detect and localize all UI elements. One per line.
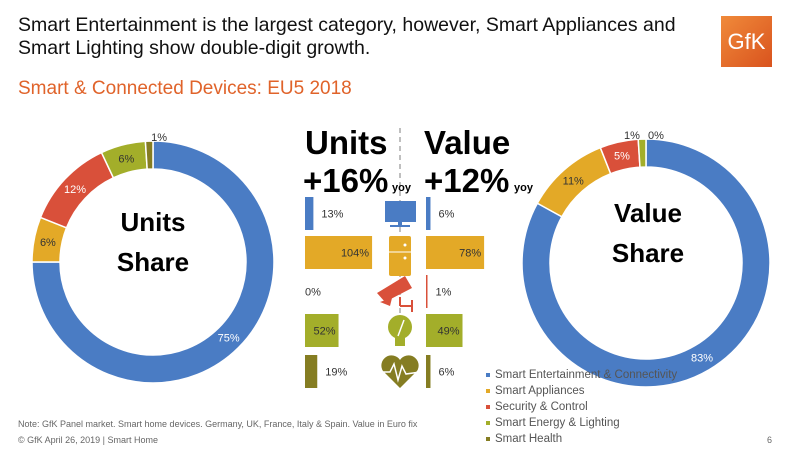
units-share-line1: Units (120, 207, 186, 237)
growth-bar (305, 197, 314, 230)
legend-label: Smart Entertainment & Connectivity (495, 369, 678, 381)
growth-bar-label: 104% (341, 248, 369, 260)
value-share-line1: Value (614, 198, 682, 228)
subtitle: Smart & Connected Devices: EU5 2018 (18, 78, 352, 99)
legend-item: Security & Control (486, 399, 677, 415)
footnote: Note: GfK Panel market. Smart home devic… (18, 419, 418, 429)
light-bulb-icon (388, 315, 412, 346)
growth-bar-label: 13% (321, 209, 343, 221)
value-yoy: yoy (514, 182, 533, 194)
value-share-line2: Share (611, 238, 685, 268)
legend-label: Smart Energy & Lighting (495, 417, 620, 429)
value-share-title: Value Share (588, 193, 708, 273)
growth-bar-label: 19% (325, 367, 347, 379)
fridge-icon (389, 236, 411, 276)
growth-bar (426, 275, 428, 308)
growth-bar (426, 314, 463, 347)
page-number: 6 (767, 435, 773, 445)
legend-swatch (486, 421, 490, 425)
donut-segment-label: 11% (563, 175, 584, 187)
legend-item: Smart Health (486, 431, 677, 447)
legend-label: Smart Health (495, 433, 563, 445)
legend-label: Security & Control (495, 401, 588, 413)
donut-segment-label: 6% (40, 237, 56, 249)
heart-pulse-icon (380, 355, 421, 388)
growth-bar-label: 49% (437, 326, 459, 338)
growth-bar (426, 197, 431, 230)
growth-bar (426, 355, 431, 388)
security-camera-icon (377, 276, 413, 312)
units-share-title: Units Share (93, 202, 213, 282)
donut-segment-label: 12% (64, 184, 86, 196)
growth-bar-label: 6% (438, 209, 454, 221)
legend-swatch (486, 437, 490, 441)
donut-segment-label: 75% (218, 333, 240, 345)
value-title: Value (424, 124, 511, 161)
units-share-line2: Share (116, 247, 190, 277)
legend-swatch (486, 405, 490, 409)
legend-item: Smart Entertainment & Connectivity (486, 367, 677, 383)
donut-segment-label: 83% (691, 353, 713, 365)
growth-bar-label: 52% (314, 326, 336, 338)
growth-bar (305, 314, 339, 347)
units-yoy: yoy (392, 182, 411, 194)
legend-item: Smart Appliances (486, 383, 677, 399)
legend: Smart Entertainment & Connectivity Smart… (486, 367, 677, 447)
growth-bar-label: 78% (459, 248, 481, 260)
value-growth: +12% (424, 162, 510, 199)
headline: Smart Entertainment is the largest categ… (18, 14, 676, 59)
donut-segment-label: 6% (118, 153, 134, 165)
donut-segment (637, 138, 647, 168)
units-title: Units (305, 124, 388, 161)
gfk-logo: GfK (721, 16, 772, 67)
legend-label: Smart Appliances (495, 385, 585, 397)
donut-segment-label: 5% (614, 151, 630, 163)
growth-bar-label: 6% (438, 367, 454, 379)
units-growth: +16% (303, 162, 389, 199)
growth-bar (426, 236, 485, 269)
growth-bar (305, 355, 318, 388)
growth-bar-label: 1% (436, 287, 452, 299)
donut-segment (521, 138, 771, 388)
donut-segment-label: 0% (648, 130, 664, 142)
tv-icon (385, 201, 416, 227)
donut-segment-label: 1% (624, 130, 640, 142)
growth-bar (305, 236, 373, 269)
legend-swatch (486, 389, 490, 393)
legend-item: Smart Energy & Lighting (486, 415, 677, 431)
donut-segment (31, 140, 275, 384)
donut-segment-label: 1% (151, 132, 167, 144)
legend-swatch (486, 373, 490, 377)
growth-bar-label: 0% (305, 287, 321, 299)
donut-segment (144, 140, 154, 170)
footer: © GfK April 26, 2019 | Smart Home (18, 435, 159, 445)
